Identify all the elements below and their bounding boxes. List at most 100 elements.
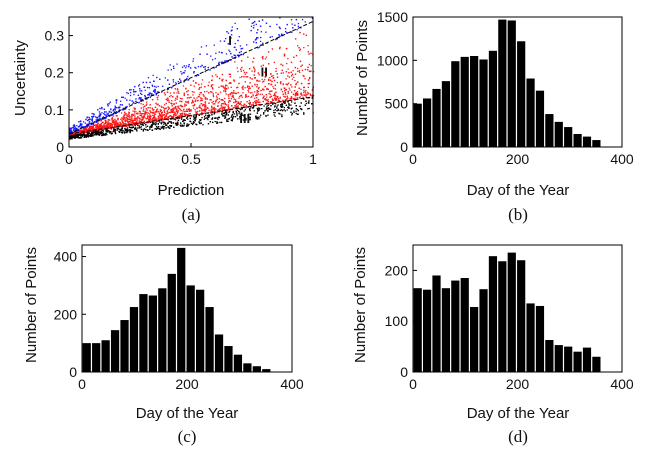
- scatter-point: [91, 130, 94, 133]
- scatter-point: [139, 112, 141, 114]
- scatter-point: [274, 95, 277, 97]
- scatter-point: [128, 103, 130, 105]
- scatter-point: [267, 109, 269, 112]
- scatter-point: [110, 108, 112, 111]
- scatter-point: [180, 122, 182, 124]
- scatter-point: [199, 53, 201, 55]
- scatter-point: [161, 113, 163, 115]
- scatter-point: [99, 125, 101, 127]
- scatter-point: [134, 128, 136, 130]
- scatter-point: [309, 76, 311, 79]
- scatter-point: [193, 85, 195, 87]
- scatter-point: [72, 126, 75, 129]
- scatter-point: [228, 97, 230, 99]
- scatter-point: [137, 122, 140, 124]
- scatter-point: [281, 105, 283, 107]
- scatter-point: [231, 26, 233, 28]
- scatter-point: [160, 109, 162, 111]
- scatter-point: [241, 47, 244, 50]
- scatter-point: [173, 111, 175, 113]
- scatter-point: [73, 133, 75, 135]
- scatter-point: [221, 106, 223, 108]
- scatter-point: [124, 125, 126, 127]
- scatter-point: [175, 82, 177, 84]
- scatter-point: [282, 99, 284, 102]
- scatter-point: [287, 106, 289, 109]
- scatter-point: [266, 88, 268, 91]
- scatter-point: [194, 99, 197, 101]
- scatter-point: [184, 115, 186, 117]
- scatter-point: [139, 121, 141, 124]
- scatter-point: [120, 112, 123, 114]
- scatter-point: [252, 103, 254, 106]
- scatter-point: [225, 114, 228, 116]
- scatter-point: [172, 110, 174, 112]
- scatter-point: [245, 117, 247, 120]
- scatter-point: [218, 86, 220, 88]
- scatter-point: [208, 102, 210, 104]
- scatter-point: [309, 94, 312, 96]
- scatter-point: [207, 116, 210, 119]
- scatter-point: [175, 106, 177, 108]
- scatter-point: [142, 112, 144, 115]
- scatter-point: [259, 101, 261, 103]
- scatter-point: [173, 113, 175, 116]
- scatter-point: [202, 104, 205, 106]
- scatter-point: [121, 104, 123, 106]
- scatter-point: [155, 118, 158, 121]
- scatter-point: [194, 117, 196, 119]
- scatter-point: [188, 113, 190, 115]
- scatter-point: [122, 96, 124, 99]
- scatter-point: [294, 38, 297, 40]
- scatter-point: [149, 81, 151, 84]
- scatter-point: [123, 108, 125, 111]
- scatter-point: [175, 117, 177, 120]
- scatter-point: [291, 73, 294, 76]
- scatter-point: [106, 103, 109, 105]
- scatter-point: [308, 102, 310, 104]
- scatter-point: [251, 70, 253, 72]
- scatter-point: [242, 86, 244, 88]
- scatter-point: [255, 94, 257, 97]
- scatter-point: [233, 101, 235, 104]
- scatter-point: [86, 131, 89, 134]
- scatter-point: [236, 102, 238, 104]
- scatter-point: [102, 121, 104, 124]
- scatter-point: [248, 86, 251, 88]
- scatter-point: [110, 133, 113, 135]
- scatter-point: [187, 102, 190, 104]
- scatter-point: [303, 75, 305, 77]
- scatter-point: [151, 117, 154, 120]
- scatter-point: [311, 94, 314, 96]
- scatter-point: [182, 110, 184, 112]
- scatter-point: [124, 128, 127, 131]
- scatter-point: [303, 33, 305, 35]
- scatter-point: [218, 116, 220, 119]
- scatter-point: [255, 100, 257, 102]
- scatter-point: [157, 118, 160, 120]
- scatter-point: [238, 108, 241, 110]
- scatter-point: [70, 127, 73, 129]
- scatter-point: [193, 103, 196, 106]
- scatter-point: [91, 120, 94, 122]
- scatter-point: [294, 93, 297, 95]
- scatter-point: [197, 110, 199, 113]
- scatter-point: [155, 110, 157, 112]
- scatter-point: [190, 109, 192, 111]
- scatter-point: [248, 113, 250, 115]
- scatter-point: [216, 109, 219, 112]
- scatter-point: [142, 122, 145, 124]
- scatter-point: [188, 115, 190, 117]
- scatter-point: [240, 48, 242, 50]
- scatter-point: [237, 39, 239, 42]
- scatter-point: [179, 105, 181, 107]
- scatter-point: [183, 125, 185, 127]
- scatter-point: [217, 102, 219, 104]
- scatter-point: [114, 120, 117, 122]
- scatter-point: [261, 108, 263, 110]
- scatter-point: [138, 84, 141, 86]
- scatter-point: [90, 135, 93, 137]
- scatter-point: [295, 18, 298, 21]
- scatter-point: [163, 114, 165, 116]
